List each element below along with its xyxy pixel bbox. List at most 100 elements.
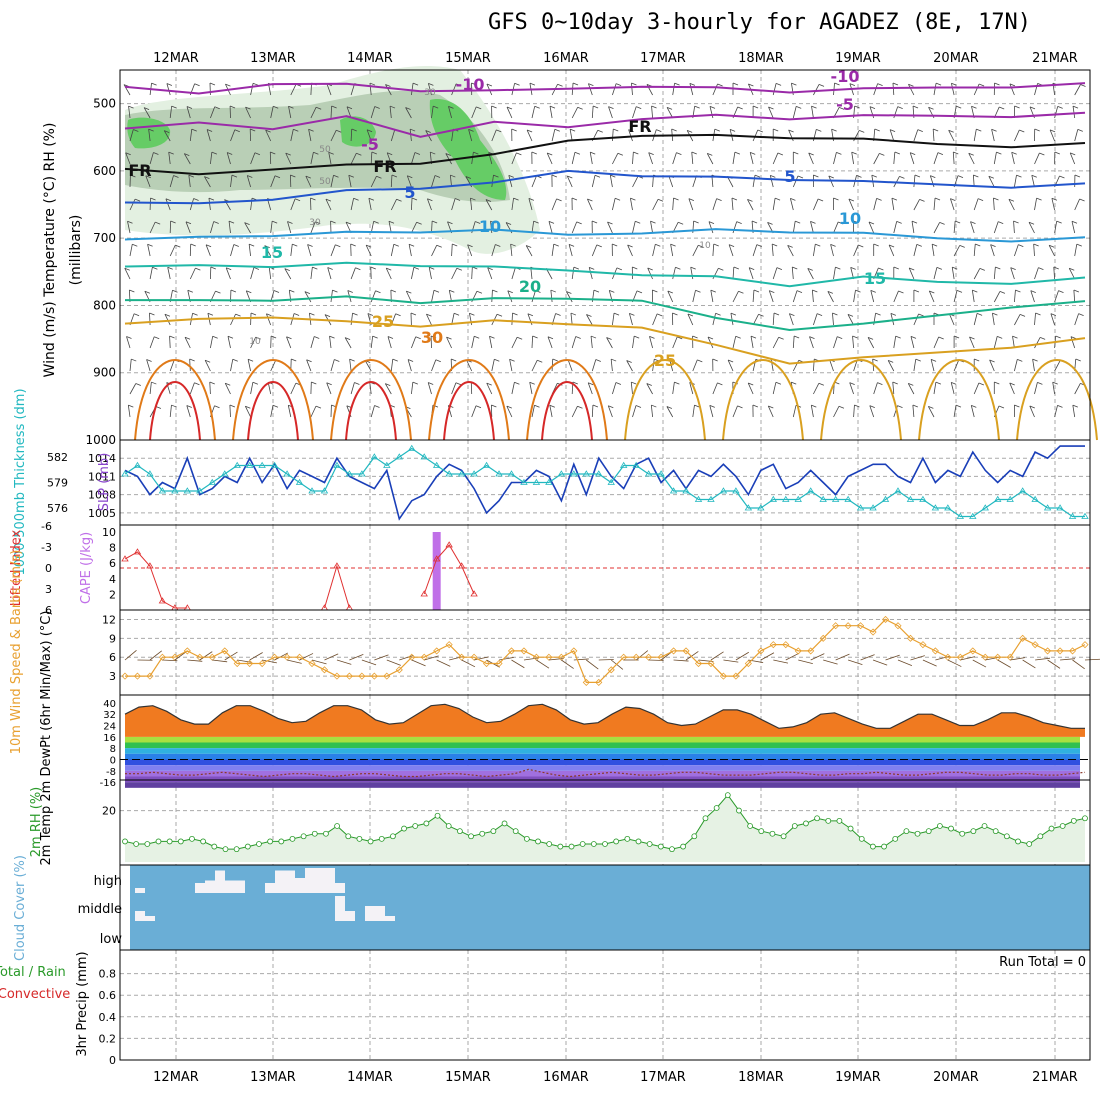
wind-barb — [732, 152, 736, 165]
wind-barb — [189, 267, 196, 280]
wind-barb — [330, 175, 334, 188]
wind-barb — [652, 199, 659, 211]
wind-barb-flag — [648, 152, 654, 156]
wind-barb-flag — [552, 358, 558, 362]
wind-barb — [591, 359, 597, 372]
wind-barb-10m — [573, 658, 589, 661]
wind-barb — [1029, 405, 1035, 418]
wind-barb-flag — [535, 290, 541, 293]
wind-barb-flag — [207, 312, 214, 316]
wind-barb — [330, 290, 333, 303]
wind-barb-flag — [633, 151, 639, 155]
wind-barb — [1048, 245, 1055, 257]
wind-barb — [590, 336, 593, 349]
wind-speed-point — [1019, 634, 1027, 642]
wind-barb — [811, 290, 814, 303]
cape-tick-label: 6 — [109, 557, 116, 570]
wind-barb — [511, 337, 518, 349]
date-tick-bottom: 17MAR — [640, 1070, 686, 1085]
wind-barb-flag — [707, 153, 713, 156]
wind-barb-flag — [787, 245, 793, 248]
wind-barb-flag — [795, 220, 801, 224]
wind-barb-10m — [561, 659, 574, 669]
wind-barb-10m — [897, 659, 913, 666]
wind-barb — [792, 336, 795, 349]
wind-barb — [411, 267, 415, 280]
wind-barb-flag — [672, 312, 678, 316]
wind-barb-flag — [1029, 106, 1036, 110]
wind-barb — [612, 313, 615, 326]
wind-barb — [749, 152, 754, 165]
wind-barb — [908, 267, 915, 280]
wind-barb-flag — [675, 266, 681, 270]
wind-barb-flag — [1072, 404, 1078, 408]
wind-barb — [728, 244, 734, 257]
wind-barb — [169, 335, 171, 349]
wind-barb — [385, 84, 392, 96]
wind-barb-flag — [754, 174, 761, 178]
wind-barb — [913, 244, 918, 257]
wind-barb — [933, 198, 936, 211]
wind-barb-flag — [956, 105, 962, 109]
wind-barb — [752, 129, 759, 142]
wind-barb-flag — [171, 105, 177, 109]
wind-barb-flag — [919, 199, 925, 202]
wind-barb-flag — [470, 197, 476, 201]
wind-barb — [204, 176, 211, 188]
wind-barb-flag — [228, 220, 235, 224]
wind-barb-10m — [872, 659, 888, 666]
contour-label: 30 — [424, 88, 436, 98]
wind-barb — [285, 152, 292, 165]
rh-point — [769, 830, 776, 837]
wind-barb-flag — [185, 221, 192, 225]
wind-barb — [411, 83, 414, 96]
rh-point — [233, 846, 240, 853]
wind-barb-flag — [572, 381, 578, 385]
wind-barb-flag — [454, 198, 461, 201]
temp-tick-label: 24 — [103, 722, 116, 733]
wind-barb — [588, 267, 593, 280]
wind-barb — [349, 359, 352, 372]
wind-barb-flag — [916, 243, 922, 247]
wind-barb-flag — [133, 313, 140, 317]
wind-barb-flag — [832, 312, 838, 316]
wind-barb-flag — [912, 404, 919, 408]
wind-barb-flag — [616, 267, 623, 271]
wind-barb — [266, 313, 272, 326]
wind-barb-flag — [1070, 336, 1077, 339]
wind-barb — [712, 313, 716, 326]
wind-barb-flag — [393, 243, 399, 247]
thickness-point — [133, 461, 142, 468]
wind-barb-flag — [513, 197, 519, 201]
thickness-point — [370, 453, 379, 460]
wind-barb — [451, 382, 457, 395]
wind-barb-flag — [1011, 151, 1017, 155]
wind-barb-flag — [374, 405, 380, 408]
wind-barb-flag — [890, 312, 897, 316]
wind-barb-flag — [859, 130, 865, 133]
wind-barb-10m — [1010, 657, 1026, 661]
wind-barb-10m — [224, 651, 238, 661]
lifted-point — [445, 541, 453, 548]
wind-barb-flag — [868, 221, 875, 225]
wind-barb-flag — [473, 151, 479, 155]
temperature-contour-FR — [124, 133, 1086, 176]
lifted-point — [420, 590, 428, 597]
wind-barb-flag — [609, 290, 615, 293]
wind-barb — [250, 336, 257, 349]
wind-barb-flag — [892, 82, 899, 86]
rh-point — [992, 828, 999, 835]
wind-barb-flag — [507, 290, 513, 294]
wind-barb-10m — [860, 654, 875, 661]
wind-barb-flag — [588, 382, 594, 386]
wind-barb — [689, 83, 694, 96]
wind-barb — [792, 106, 797, 119]
wind-barb — [431, 359, 437, 372]
wind-speed-point — [607, 666, 615, 674]
wind-barb — [451, 83, 457, 96]
wind-barb-flag — [367, 313, 374, 316]
rh-point — [870, 843, 876, 850]
contour-label: 20 — [519, 277, 541, 296]
wind-barb — [933, 382, 937, 395]
wind-barb — [250, 83, 254, 96]
